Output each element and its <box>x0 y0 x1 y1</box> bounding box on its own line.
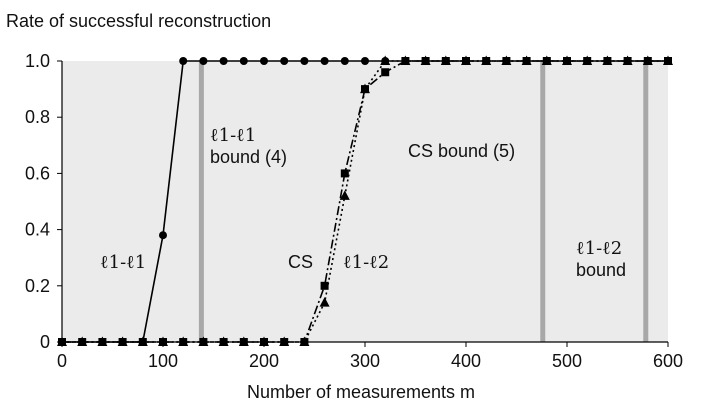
point-2-30 <box>663 55 673 65</box>
point-2-10 <box>259 336 269 346</box>
series-label-l1-l1: ℓ1-ℓ1 <box>100 252 146 273</box>
x-tick-label-2: 200 <box>249 351 279 371</box>
point-2-25 <box>562 55 572 65</box>
point-2-27 <box>602 55 613 65</box>
axes: 0 100 200 300 400 500 600 0 0.2 0.4 0.6 0.8 1.0 <box>25 51 683 371</box>
point-0-12 <box>300 57 309 65</box>
point-2-18 <box>420 55 431 65</box>
point-0-10 <box>260 57 268 65</box>
bound-label-0-line1: ℓ1-ℓ1 <box>210 125 256 146</box>
point-2-28 <box>622 55 633 65</box>
bound-label-2-line1: ℓ1-ℓ2 <box>576 238 622 259</box>
bound-label-1: CS bound (5) <box>408 141 515 161</box>
series-label-l1-l2: ℓ1-ℓ2 <box>343 252 389 273</box>
point-2-8 <box>218 336 229 346</box>
point-2-15 <box>360 83 370 94</box>
series-label-cs: CS <box>288 252 313 272</box>
point-0-5 <box>159 231 167 240</box>
point-2-7 <box>198 336 209 346</box>
point-1-14 <box>340 169 349 178</box>
point-2-13 <box>319 297 330 307</box>
plot-background <box>62 61 668 342</box>
point-2-16 <box>380 55 391 65</box>
bound-label-2-line2: bound <box>576 260 626 280</box>
point-0-14 <box>340 57 349 65</box>
x-tick-label-5: 500 <box>552 351 582 371</box>
point-1-16 <box>381 68 390 77</box>
point-2-4 <box>137 336 148 346</box>
x-tick-label-4: 400 <box>451 351 481 371</box>
point-1-13 <box>320 281 329 290</box>
x-tick-label-6: 600 <box>653 351 683 371</box>
bound-lines <box>198 61 649 342</box>
point-0-15 <box>361 57 369 65</box>
x-tick-label-3: 300 <box>350 351 380 371</box>
point-0-8 <box>219 57 228 65</box>
y-tick-label-5: 1.0 <box>25 51 50 71</box>
point-2-2 <box>97 336 108 346</box>
point-2-29 <box>642 55 653 65</box>
y-tick-label-1: 0.2 <box>25 276 50 296</box>
chart-title: Rate of successful reconstruction <box>6 11 271 31</box>
point-0-9 <box>239 57 248 65</box>
x-tick-label-0: 0 <box>57 351 67 371</box>
point-2-1 <box>77 336 88 346</box>
point-2-6 <box>178 336 189 346</box>
y-tick-label-2: 0.4 <box>25 220 50 240</box>
point-2-3 <box>117 336 128 346</box>
point-2-17 <box>400 55 411 65</box>
point-0-6 <box>179 57 188 65</box>
point-2-12 <box>299 336 310 346</box>
x-tick-label-1: 100 <box>148 351 178 371</box>
point-2-23 <box>521 55 532 65</box>
point-2-24 <box>541 55 552 65</box>
y-tick-label-0: 0 <box>40 332 50 352</box>
y-tick-label-3: 0.6 <box>25 163 50 183</box>
point-2-19 <box>440 55 451 65</box>
point-2-22 <box>501 55 512 65</box>
point-2-11 <box>279 336 290 346</box>
point-2-5 <box>158 336 168 346</box>
point-0-11 <box>280 57 289 65</box>
y-tick-label-4: 0.8 <box>25 107 50 127</box>
point-2-26 <box>582 55 593 65</box>
point-0-13 <box>320 57 329 65</box>
bound-label-0-line2: bound (4) <box>210 147 287 167</box>
point-2-9 <box>238 336 249 346</box>
point-2-20 <box>461 55 471 65</box>
point-2-14 <box>339 190 350 200</box>
point-2-21 <box>481 55 492 65</box>
point-0-7 <box>199 57 208 65</box>
x-axis-label: Number of measurements m <box>247 382 475 402</box>
